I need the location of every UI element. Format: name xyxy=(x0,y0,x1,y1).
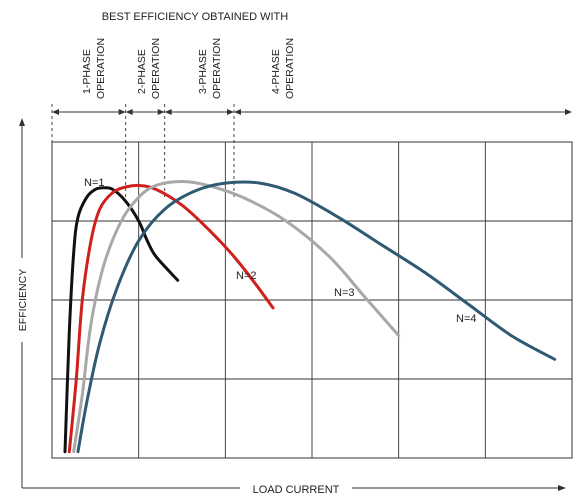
y-axis-label: EFFICIENCY xyxy=(17,269,29,331)
region-4-label-line2: OPERATION xyxy=(284,38,296,99)
region-4-label-line1: 4-PHASE xyxy=(270,49,282,94)
region-arrow-head-right xyxy=(227,109,234,115)
axes xyxy=(19,118,566,491)
plot-grid xyxy=(51,141,573,459)
region-2-label-line2: OPERATION xyxy=(150,38,162,99)
region-arrow-head-right xyxy=(565,109,572,115)
series-label-n1: N=1 xyxy=(84,177,105,189)
series-line-n2 xyxy=(67,183,275,454)
x-axis-arrow xyxy=(558,485,566,491)
x-label-bg xyxy=(240,481,352,495)
series-line-n3 xyxy=(72,180,401,454)
x-axis-label: LOAD CURRENT xyxy=(253,484,340,496)
region-1-label-line2: OPERATION xyxy=(95,38,107,99)
region-3-label-line1: 3-PHASE xyxy=(197,49,209,94)
chart-title: BEST EFFICIENCY OBTAINED WITH xyxy=(102,11,288,23)
region-arrow-head-left xyxy=(125,109,133,115)
region-arrow-head-right xyxy=(157,109,165,115)
series-line-n1 xyxy=(63,186,180,454)
region-labels: 1-PHASE OPERATION 2-PHASE OPERATION 3-PH… xyxy=(81,38,296,99)
region-arrow-head-left xyxy=(164,109,172,115)
series-label-n3: N=3 xyxy=(334,287,355,299)
region-1-label-line1: 1-PHASE xyxy=(81,49,93,94)
series-label-n4: N=4 xyxy=(456,313,477,325)
region-arrow-head-left xyxy=(234,109,241,115)
y-label-bg xyxy=(15,258,29,342)
region-2-label-line1: 2-PHASE xyxy=(136,49,148,94)
y-axis-arrow xyxy=(19,118,25,126)
region-arrow-head-left xyxy=(52,109,59,115)
region-3-label-line2: OPERATION xyxy=(211,38,223,99)
series-lines xyxy=(63,180,557,454)
region-arrow-head-right xyxy=(118,109,126,115)
series-line-n4 xyxy=(76,180,557,454)
series-label-n2: N=2 xyxy=(236,270,257,282)
